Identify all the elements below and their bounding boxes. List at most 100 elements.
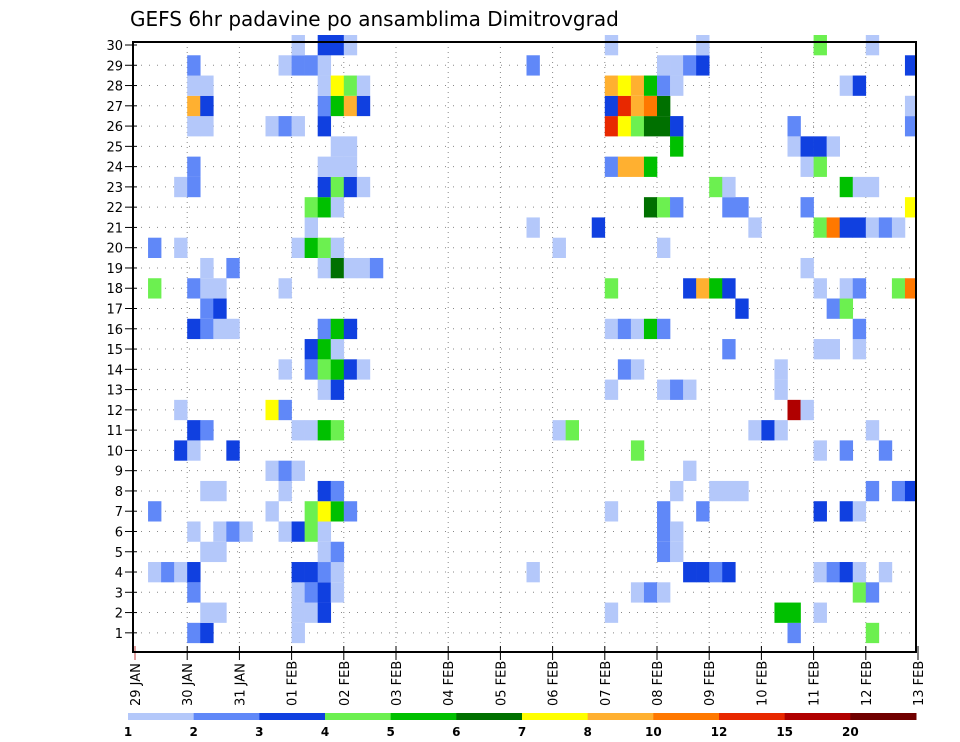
y-tick-label: 16 bbox=[106, 323, 123, 338]
heatmap-cell bbox=[552, 420, 566, 441]
y-tick-label: 1 bbox=[115, 627, 123, 642]
heatmap-cell bbox=[304, 582, 318, 603]
heatmap-cell bbox=[604, 278, 619, 299]
heatmap-cell bbox=[304, 55, 318, 76]
heatmap-cell bbox=[839, 75, 854, 96]
y-tick-label: 19 bbox=[106, 262, 123, 277]
heatmap-cell bbox=[226, 257, 240, 279]
heatmap-cell bbox=[630, 440, 645, 461]
heatmap-cell bbox=[696, 278, 710, 299]
heatmap-cell bbox=[826, 136, 840, 157]
heatmap-cell bbox=[304, 501, 318, 522]
y-tick-label: 14 bbox=[106, 363, 123, 378]
heatmap-cell bbox=[148, 501, 162, 522]
legend-label: 15 bbox=[776, 725, 793, 739]
y-tick-label: 28 bbox=[106, 80, 123, 95]
legend-label: 8 bbox=[583, 725, 591, 739]
heatmap-cell bbox=[330, 582, 345, 603]
heatmap-cell bbox=[291, 602, 305, 623]
heatmap-cell bbox=[670, 136, 684, 157]
heatmap-cell bbox=[904, 278, 916, 299]
heatmap-cell bbox=[278, 399, 292, 421]
heatmap-cell bbox=[670, 55, 684, 76]
heatmap-cell bbox=[565, 420, 579, 441]
heatmap-cell bbox=[813, 501, 827, 522]
heatmap-cell bbox=[317, 521, 332, 542]
heatmap-cell bbox=[291, 116, 305, 137]
legend-swatch bbox=[128, 713, 195, 720]
heatmap-cell bbox=[148, 278, 162, 299]
heatmap-cell bbox=[330, 35, 345, 56]
heatmap-cell bbox=[278, 460, 292, 481]
x-tick-label: 02 FEB bbox=[338, 661, 353, 706]
y-tick-label: 11 bbox=[106, 424, 123, 439]
heatmap-cell bbox=[748, 217, 762, 238]
x-axis: 29 JAN 30 JAN 31 JAN 01 FEB 02 FEB 03 FEB 04 F… bbox=[129, 646, 927, 706]
heatmap-cell bbox=[200, 298, 214, 319]
heatmap-cell bbox=[735, 197, 749, 218]
heatmap-cell bbox=[657, 237, 671, 258]
y-tick-label: 8 bbox=[115, 485, 123, 500]
heatmap-cell bbox=[330, 95, 345, 117]
heatmap-cell bbox=[865, 217, 880, 238]
x-tick-label: 29 JAN bbox=[129, 663, 144, 706]
heatmap-cell bbox=[304, 521, 318, 542]
heatmap-cell bbox=[291, 521, 305, 542]
heatmap-cell bbox=[865, 622, 880, 644]
y-tick-label: 17 bbox=[106, 303, 123, 318]
heatmap-cell bbox=[200, 541, 214, 563]
heatmap-cell bbox=[774, 359, 788, 380]
heatmap-cell bbox=[852, 176, 867, 198]
heatmap-cell bbox=[278, 480, 292, 502]
heatmap-cell bbox=[213, 278, 227, 299]
heatmap-cell bbox=[800, 136, 814, 157]
heatmap-cell bbox=[330, 257, 345, 279]
heatmap-cell bbox=[187, 440, 201, 461]
heatmap-cell bbox=[213, 521, 227, 542]
heatmap-cell bbox=[200, 602, 214, 623]
heatmap-cell bbox=[643, 197, 658, 218]
heatmap-cell bbox=[330, 318, 345, 340]
heatmap-cell bbox=[330, 136, 345, 157]
heatmap-cell bbox=[722, 278, 736, 299]
heatmap-cell bbox=[904, 197, 916, 218]
heatmap-cell bbox=[343, 156, 358, 177]
heatmap-cell bbox=[200, 116, 214, 137]
y-tick-label: 21 bbox=[106, 221, 123, 236]
heatmap-cell bbox=[904, 116, 916, 137]
heatmap-cell bbox=[683, 278, 697, 299]
heatmap-cell bbox=[317, 541, 332, 563]
x-tick-label: 11 FEB bbox=[808, 661, 823, 706]
heatmap-cell bbox=[304, 339, 318, 360]
heatmap-cell bbox=[317, 116, 332, 137]
heatmap-cell bbox=[696, 562, 710, 583]
x-tick-label: 04 FEB bbox=[442, 661, 457, 706]
heatmap-cell bbox=[187, 521, 201, 542]
heatmap-cell bbox=[317, 257, 332, 279]
y-tick-label: 26 bbox=[106, 120, 123, 135]
heatmap-cell bbox=[291, 420, 305, 441]
heatmap-cell bbox=[670, 116, 684, 137]
heatmap-cell bbox=[839, 176, 854, 198]
heatmap-cell bbox=[317, 562, 332, 583]
heatmap-cell bbox=[604, 75, 619, 96]
heatmap-cell bbox=[657, 75, 671, 96]
heatmap-cell bbox=[330, 420, 345, 441]
x-tick-label: 12 FEB bbox=[860, 661, 875, 706]
heatmap-cell bbox=[343, 35, 358, 56]
y-tick-label: 6 bbox=[115, 525, 123, 540]
heatmap-cell bbox=[670, 480, 684, 502]
heatmap-cell bbox=[696, 55, 710, 76]
heatmap-cell bbox=[630, 359, 645, 380]
heatmap-cell bbox=[617, 359, 632, 380]
heatmap-cell bbox=[774, 379, 788, 400]
heatmap-cell bbox=[904, 95, 916, 117]
heatmap-cell bbox=[187, 582, 201, 603]
heatmap-cell bbox=[226, 521, 240, 542]
heatmap-cell bbox=[213, 318, 227, 340]
y-tick-label: 5 bbox=[115, 546, 123, 561]
heatmap-cell bbox=[617, 116, 632, 137]
heatmap-cell bbox=[356, 75, 371, 96]
heatmap-cell bbox=[317, 176, 332, 198]
heatmap-cell bbox=[317, 75, 332, 96]
